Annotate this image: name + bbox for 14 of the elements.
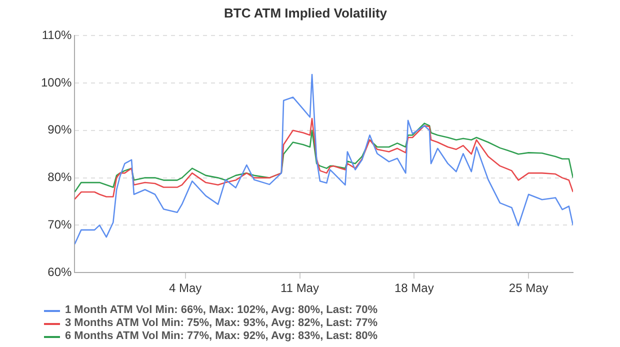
legend-label: 1 Month ATM Vol Min: 66%, Max: 102%, Avg: 80%, Last: 70%: [65, 304, 378, 317]
x-tick-label: 18 May: [394, 281, 434, 296]
legend-label: 3 Months ATM Vol Min: 75%, Max: 93%, Avg: 82%, Last: 77%: [65, 317, 378, 330]
y-tick-label: 70%: [48, 218, 72, 232]
y-tick-label: 80%: [48, 170, 72, 184]
y-tick-label: 100%: [40, 75, 72, 90]
x-tick-label: 4 May: [169, 281, 202, 296]
y-tick-label: 60%: [48, 264, 72, 279]
y-tick-label: 110%: [42, 28, 72, 42]
chart-title: BTC ATM Implied Volatility: [224, 5, 388, 20]
x-tick-label: 25 May: [508, 281, 548, 296]
legend-label: 6 Months ATM Vol Min: 77%, Max: 92%, Avg: 83%, Last: 80%: [65, 330, 378, 343]
y-tick-label: 90%: [48, 122, 72, 137]
x-tick-label: 11 May: [280, 281, 319, 296]
